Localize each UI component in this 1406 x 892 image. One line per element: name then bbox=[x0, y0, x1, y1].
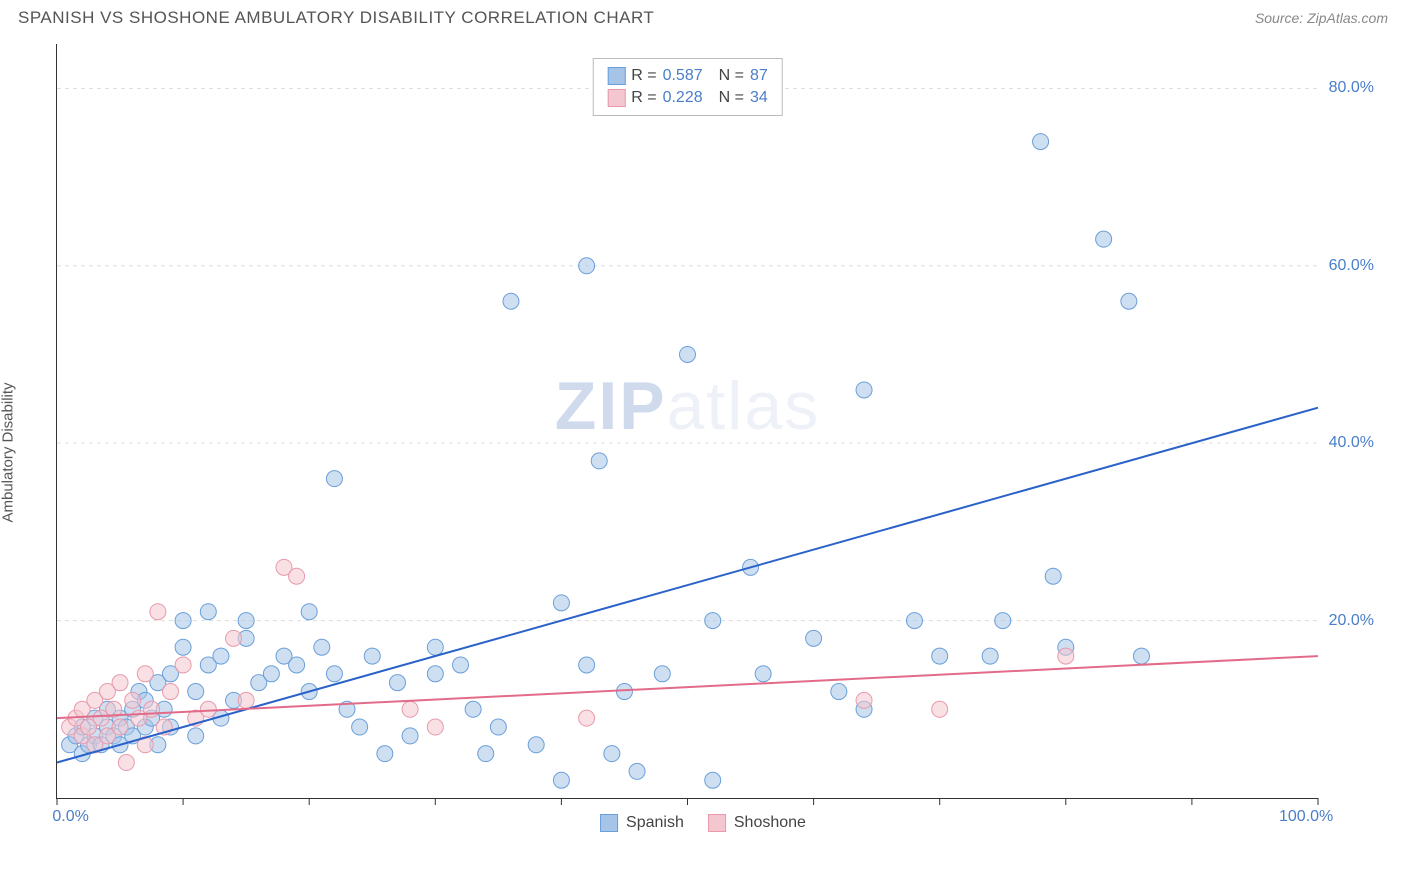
data-point bbox=[1133, 648, 1149, 664]
data-point bbox=[705, 772, 721, 788]
data-point bbox=[188, 728, 204, 744]
y-tick-label: 40.0% bbox=[1329, 434, 1374, 452]
data-point bbox=[579, 258, 595, 274]
y-tick-label: 80.0% bbox=[1329, 79, 1374, 97]
data-point bbox=[478, 746, 494, 762]
y-tick-label: 60.0% bbox=[1329, 257, 1374, 275]
data-point bbox=[982, 648, 998, 664]
data-point bbox=[427, 639, 443, 655]
data-point bbox=[314, 639, 330, 655]
source-attribution: Source: ZipAtlas.com bbox=[1255, 10, 1388, 26]
data-point bbox=[906, 613, 922, 629]
data-point bbox=[995, 613, 1011, 629]
data-point bbox=[579, 710, 595, 726]
data-point bbox=[465, 701, 481, 717]
data-point bbox=[1121, 293, 1137, 309]
correlation-legend: R = 0.587 N = 87 R = 0.228 N = 34 bbox=[592, 58, 783, 116]
data-point bbox=[856, 382, 872, 398]
swatch-shoshone bbox=[607, 89, 625, 107]
plot-area: ZIPatlas R = 0.587 N = 87 R = 0.228 N = … bbox=[56, 44, 1318, 799]
data-point bbox=[326, 666, 342, 682]
data-point bbox=[427, 666, 443, 682]
data-point bbox=[364, 648, 380, 664]
chart-svg bbox=[57, 44, 1318, 798]
data-point bbox=[1096, 231, 1112, 247]
data-point bbox=[188, 684, 204, 700]
data-point bbox=[427, 719, 443, 735]
data-point bbox=[289, 568, 305, 584]
legend-entry-spanish: Spanish bbox=[600, 814, 684, 832]
data-point bbox=[806, 630, 822, 646]
data-point bbox=[553, 595, 569, 611]
data-point bbox=[654, 666, 670, 682]
data-point bbox=[200, 604, 216, 620]
data-point bbox=[226, 630, 242, 646]
data-point bbox=[112, 675, 128, 691]
data-point bbox=[591, 453, 607, 469]
chart-title: SPANISH VS SHOSHONE AMBULATORY DISABILIT… bbox=[18, 8, 654, 28]
data-point bbox=[503, 293, 519, 309]
y-tick-label: 20.0% bbox=[1329, 612, 1374, 630]
data-point bbox=[213, 648, 229, 664]
data-point bbox=[263, 666, 279, 682]
data-point bbox=[402, 728, 418, 744]
data-point bbox=[175, 639, 191, 655]
data-point bbox=[377, 746, 393, 762]
data-point bbox=[144, 701, 160, 717]
data-point bbox=[579, 657, 595, 673]
data-point bbox=[175, 613, 191, 629]
data-point bbox=[616, 684, 632, 700]
data-point bbox=[629, 763, 645, 779]
data-point bbox=[705, 613, 721, 629]
data-point bbox=[680, 346, 696, 362]
y-axis-label: Ambulatory Disability bbox=[0, 382, 17, 522]
data-point bbox=[453, 657, 469, 673]
data-point bbox=[150, 604, 166, 620]
data-point bbox=[301, 604, 317, 620]
data-point bbox=[175, 657, 191, 673]
data-point bbox=[932, 701, 948, 717]
data-point bbox=[162, 684, 178, 700]
swatch-shoshone-icon bbox=[708, 814, 726, 832]
data-point bbox=[553, 772, 569, 788]
data-point bbox=[755, 666, 771, 682]
trend-line bbox=[57, 656, 1318, 718]
data-point bbox=[604, 746, 620, 762]
data-point bbox=[112, 719, 128, 735]
series-legend: Spanish Shoshone bbox=[600, 814, 806, 832]
chart-header: SPANISH VS SHOSHONE AMBULATORY DISABILIT… bbox=[0, 0, 1406, 34]
data-point bbox=[118, 755, 134, 771]
data-point bbox=[490, 719, 506, 735]
data-point bbox=[137, 666, 153, 682]
data-point bbox=[1033, 134, 1049, 150]
data-point bbox=[238, 692, 254, 708]
data-point bbox=[932, 648, 948, 664]
legend-row-shoshone: R = 0.228 N = 34 bbox=[607, 87, 768, 109]
swatch-spanish bbox=[607, 67, 625, 85]
x-tick-label: 0.0% bbox=[52, 808, 88, 826]
data-point bbox=[831, 684, 847, 700]
data-point bbox=[125, 692, 141, 708]
data-point bbox=[289, 657, 305, 673]
data-point bbox=[528, 737, 544, 753]
data-point bbox=[352, 719, 368, 735]
data-point bbox=[856, 692, 872, 708]
data-point bbox=[1045, 568, 1061, 584]
legend-row-spanish: R = 0.587 N = 87 bbox=[607, 65, 768, 87]
data-point bbox=[200, 701, 216, 717]
chart-container: Ambulatory Disability ZIPatlas R = 0.587… bbox=[18, 34, 1388, 854]
data-point bbox=[1058, 648, 1074, 664]
data-point bbox=[326, 471, 342, 487]
swatch-spanish-icon bbox=[600, 814, 618, 832]
data-point bbox=[402, 701, 418, 717]
data-point bbox=[389, 675, 405, 691]
data-point bbox=[238, 613, 254, 629]
x-tick-label: 100.0% bbox=[1279, 808, 1333, 826]
legend-entry-shoshone: Shoshone bbox=[708, 814, 806, 832]
